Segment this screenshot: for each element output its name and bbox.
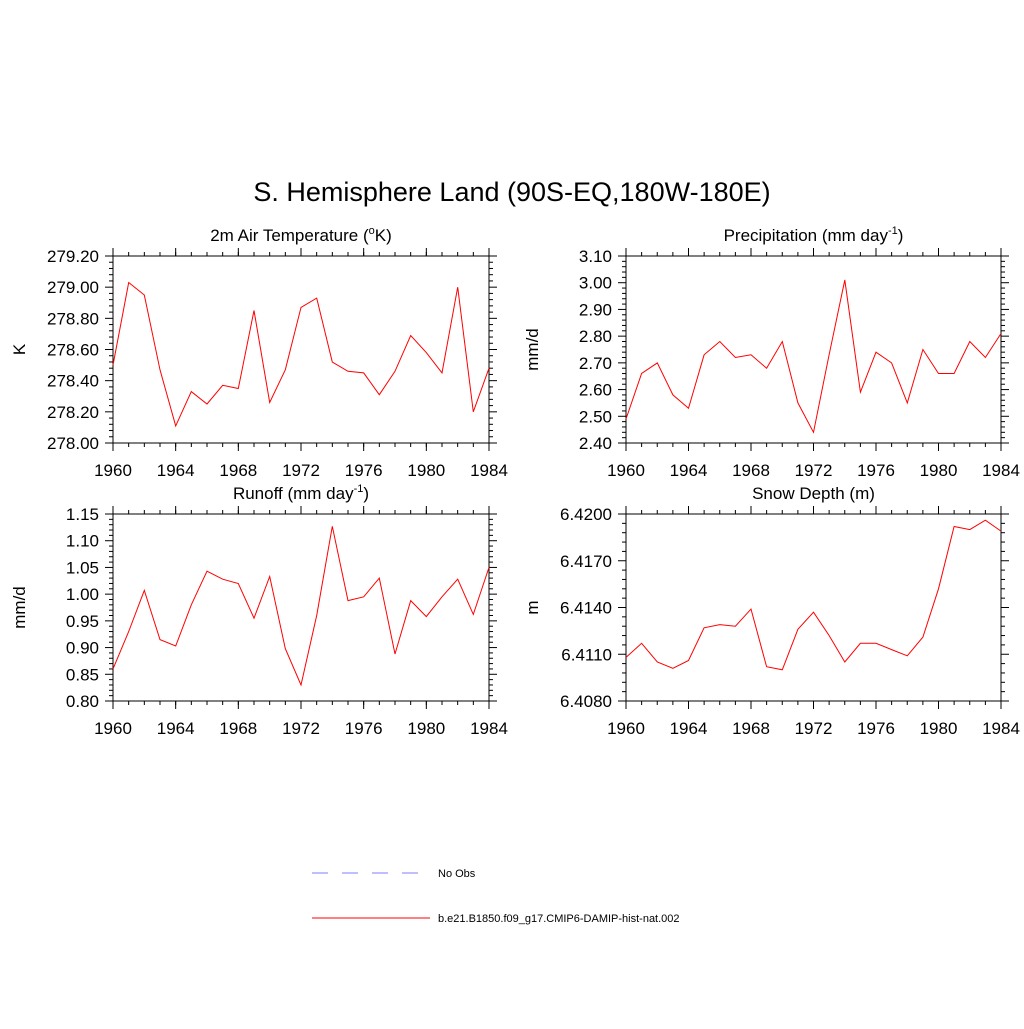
runoff-x-tick-label: 1984 (470, 719, 508, 738)
snow-depth-y-tick-label: 6.4200 (560, 505, 612, 524)
snow-depth-plot-frame (625, 513, 1002, 702)
runoff-y-tick-label: 0.90 (66, 639, 99, 658)
precipitation-y-tick-label: 3.10 (579, 247, 612, 266)
panel-precipitation: Precipitation (mm day-1) mm/d 1960 1964 1968… (523, 225, 1020, 480)
precipitation-y-tick-label: 2.80 (579, 327, 612, 346)
air-temperature-y-tick-label: 278.80 (47, 309, 99, 328)
precipitation-x-tick-label: 1960 (607, 461, 645, 480)
runoff-y-tick-label: 0.80 (66, 692, 99, 711)
runoff-y-tick-label: 0.85 (66, 665, 99, 684)
precipitation-x-tick-label: 1980 (920, 461, 958, 480)
panel-snow-depth: Snow Depth (m) m 1960 1964 1968 1972 1976 1980 1… (523, 484, 1020, 738)
runoff-title: Runoff (mm day-1) (233, 483, 369, 503)
runoff-x-tick-label: 1976 (345, 719, 383, 738)
precipitation-y-tick-label: 2.90 (579, 300, 612, 319)
main-title: S. Hemisphere Land (90S-EQ,180W-180E) (253, 177, 770, 207)
snow-depth-x-tick-label: 1976 (857, 719, 895, 738)
precipitation-x-tick-label: 1972 (795, 461, 833, 480)
runoff-y-tick-label: 1.15 (66, 505, 99, 524)
snow-depth-x-tick-label: 1968 (732, 719, 770, 738)
precipitation-x-tick-label: 1964 (670, 461, 708, 480)
air-temperature-x-tick-label: 1960 (94, 461, 132, 480)
runoff-y-tick-label: 1.10 (66, 532, 99, 551)
snow-depth-x-tick-label: 1960 (607, 719, 645, 738)
air-temperature-y-tick-label: 278.20 (47, 403, 99, 422)
snow-depth-x-tick-label: 1964 (670, 719, 708, 738)
precipitation-x-tick-label: 1976 (857, 461, 895, 480)
air-temperature-x-tick-label: 1976 (345, 461, 383, 480)
air-temperature-x-tick-label: 1972 (282, 461, 320, 480)
runoff-y-tick-label: 0.95 (66, 612, 99, 631)
runoff-y-tick-label: 1.05 (66, 558, 99, 577)
legend: No Obs b.e21.B1850.f09_g17.CMIP6-DAMIP-h… (312, 868, 680, 925)
runoff-x-tick-label: 1972 (282, 719, 320, 738)
air-temperature-title: 2m Air Temperature (oK) (210, 225, 392, 245)
snow-depth-series-line (625, 519, 1002, 671)
runoff-y-axis-label: mm/d (10, 586, 29, 629)
snow-depth-x-tick-label: 1972 (795, 719, 833, 738)
air-temperature-plot-frame (112, 255, 490, 444)
snow-depth-y-axis-label: m (523, 600, 542, 614)
precipitation-x-tick-label: 1968 (732, 461, 770, 480)
panel-runoff: Runoff (mm day-1) mm/d 1960 1964 1968 1972 197… (10, 483, 508, 738)
snow-depth-y-tick-label: 6.4080 (560, 692, 612, 711)
air-temperature-y-axis-label: K (10, 343, 29, 355)
precipitation-y-tick-label: 2.60 (579, 381, 612, 400)
air-temperature-x-tick-label: 1984 (470, 461, 508, 480)
precipitation-series-line (625, 279, 1002, 434)
runoff-plot-frame (112, 513, 490, 702)
air-temperature-y-tick-label: 278.40 (47, 372, 99, 391)
precipitation-plot-frame (625, 255, 1002, 444)
snow-depth-y-tick-label: 6.4110 (561, 645, 612, 664)
snow-depth-title: Snow Depth (m) (752, 484, 875, 503)
runoff-series-line (112, 526, 490, 687)
precipitation-x-tick-label: 1984 (982, 461, 1020, 480)
snow-depth-y-tick-label: 6.4140 (560, 599, 612, 618)
air-temperature-x-tick-label: 1968 (219, 461, 257, 480)
air-temperature-y-tick-label: 278.60 (47, 341, 99, 360)
snow-depth-x-tick-label: 1980 (920, 719, 958, 738)
precipitation-y-tick-label: 2.50 (579, 407, 612, 426)
legend-label-no-obs: No Obs (438, 868, 476, 880)
air-temperature-series-line (112, 281, 490, 428)
runoff-x-tick-label: 1960 (94, 719, 132, 738)
panel-air-temperature: 2m Air Temperature (oK) K 1960 1964 1968 1972… (10, 225, 508, 480)
precipitation-title: Precipitation (mm day-1) (724, 225, 904, 245)
snow-depth-x-tick-label: 1984 (982, 719, 1020, 738)
air-temperature-y-tick-label: 279.20 (47, 247, 99, 266)
precipitation-y-tick-label: 2.40 (579, 434, 612, 453)
snow-depth-y-tick-label: 6.4170 (560, 552, 612, 571)
air-temperature-x-tick-label: 1980 (407, 461, 445, 480)
runoff-x-tick-label: 1980 (407, 719, 445, 738)
runoff-y-tick-label: 1.00 (66, 585, 99, 604)
air-temperature-y-tick-label: 279.00 (47, 278, 99, 297)
precipitation-y-tick-label: 3.00 (579, 274, 612, 293)
runoff-x-tick-label: 1964 (157, 719, 195, 738)
runoff-x-tick-label: 1968 (219, 719, 257, 738)
air-temperature-x-tick-label: 1964 (157, 461, 195, 480)
precipitation-y-tick-label: 2.70 (579, 354, 612, 373)
precipitation-y-axis-label: mm/d (523, 328, 542, 371)
legend-label-model: b.e21.B1850.f09_g17.CMIP6-DAMIP-hist-nat… (438, 913, 680, 925)
air-temperature-y-tick-label: 278.00 (47, 434, 99, 453)
